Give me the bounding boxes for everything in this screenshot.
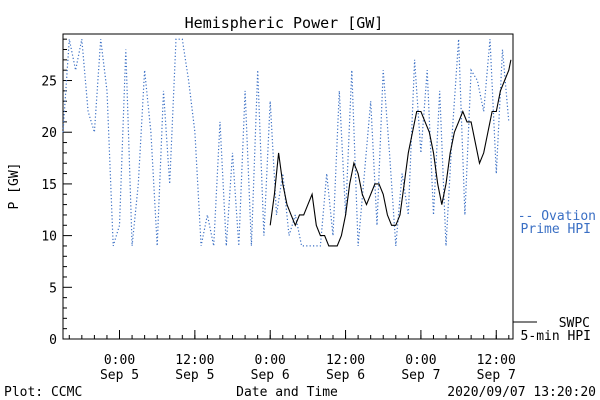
series-ovation-prime-hpi-line <box>62 38 510 247</box>
x-tick-label-time: 12:00 <box>477 353 516 368</box>
legend-swpc-line1: SWPC <box>559 316 590 331</box>
y-axis: 0 5 10 15 20 25 <box>41 38 72 348</box>
x-tick-label-date: Sep 6 <box>251 368 290 383</box>
x-tick-label-time: 0:00 <box>255 353 286 368</box>
series-swpc-hpi-line <box>269 59 512 247</box>
x-tick-label-time: 12:00 <box>326 353 365 368</box>
plot-frame <box>62 33 514 340</box>
legend-ovation-line2: Prime HPI <box>521 222 591 237</box>
y-tick-label: 25 <box>41 75 57 90</box>
legend-swpc-line2: 5-min HPI <box>521 329 591 344</box>
x-tick-label-time: 0:00 <box>405 353 436 368</box>
x-tick-label-time: 0:00 <box>104 353 135 368</box>
legend-ovation-line1: -- Ovation <box>518 209 596 224</box>
y-tick-label: 0 <box>49 333 57 348</box>
y-axis-label: P [GW] <box>7 163 22 210</box>
chart-title: Hemispheric Power [GW] <box>185 14 384 32</box>
y-tick-label: 20 <box>41 126 57 141</box>
y-tick-label: 10 <box>41 230 57 245</box>
x-tick-label-date: Sep 7 <box>477 368 516 383</box>
y-tick-label: 5 <box>49 281 57 296</box>
x-tick-label-date: Sep 5 <box>100 368 139 383</box>
x-axis-label: Date and Time <box>236 385 338 400</box>
y-tick-label: 15 <box>41 178 57 193</box>
x-tick-label-date: Sep 5 <box>175 368 214 383</box>
footer-plot-credit: Plot: CCMC <box>4 385 82 400</box>
x-tick-label-date: Sep 6 <box>326 368 365 383</box>
legend: -- Ovation Prime HPI SWPC 5-min HPI <box>513 209 596 344</box>
x-tick-label-date: Sep 7 <box>401 368 440 383</box>
x-tick-label-time: 12:00 <box>175 353 214 368</box>
footer-timestamp: 2020/09/07 13:20:20 <box>447 385 596 400</box>
